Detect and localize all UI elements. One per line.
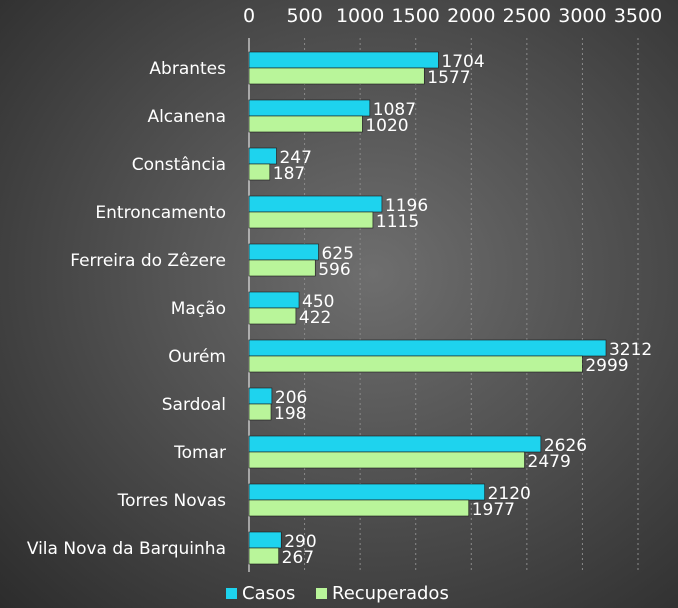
legend-swatch-casos bbox=[226, 588, 237, 599]
bar-recuperados bbox=[248, 307, 297, 325]
data-label-casos: 1704 bbox=[441, 52, 484, 72]
legend-label-casos: Casos bbox=[242, 583, 295, 604]
category-label: Alcanena bbox=[147, 107, 226, 127]
bar-recuperados bbox=[248, 355, 583, 373]
grid-lines bbox=[248, 38, 639, 572]
bar-casos bbox=[248, 339, 607, 357]
bar-casos bbox=[248, 435, 542, 453]
data-label-casos: 450 bbox=[302, 292, 334, 312]
bar-casos bbox=[248, 243, 319, 261]
bar-casos bbox=[248, 483, 485, 501]
data-label-casos: 2120 bbox=[488, 484, 531, 504]
x-tick-label: 1000 bbox=[336, 5, 384, 27]
category-label: Sardoal bbox=[162, 395, 226, 415]
bar-recuperados bbox=[248, 67, 425, 85]
bar-casos bbox=[248, 147, 277, 165]
legend-label-recuperados: Recuperados bbox=[332, 583, 449, 604]
bar-casos bbox=[248, 291, 300, 309]
bar-casos bbox=[248, 387, 273, 405]
data-label-recuperados: 1577 bbox=[427, 68, 470, 88]
category-label: Entroncamento bbox=[95, 203, 226, 223]
data-label-recuperados: 1115 bbox=[376, 212, 419, 232]
data-label-casos: 1196 bbox=[385, 196, 428, 216]
category-label: Mação bbox=[171, 299, 226, 319]
bar-recuperados bbox=[248, 499, 470, 517]
data-label-casos: 3212 bbox=[609, 340, 652, 360]
bars bbox=[248, 51, 607, 565]
legend: Casos Recuperados bbox=[226, 583, 449, 604]
data-label-casos: 625 bbox=[321, 244, 353, 264]
category-label: Vila Nova da Barquinha bbox=[27, 539, 226, 559]
x-tick-label: 2500 bbox=[503, 5, 551, 27]
data-label-casos: 206 bbox=[275, 388, 307, 408]
bar-casos bbox=[248, 195, 383, 213]
x-tick-label: 0 bbox=[243, 5, 255, 27]
category-label: Constância bbox=[132, 155, 226, 175]
data-label-recuperados: 422 bbox=[299, 308, 331, 328]
x-tick-label: 3000 bbox=[558, 5, 606, 27]
category-label: Tomar bbox=[173, 443, 226, 463]
bar-recuperados bbox=[248, 403, 272, 421]
data-label-casos: 290 bbox=[284, 532, 316, 552]
x-tick-label: 500 bbox=[286, 5, 322, 27]
data-label-recuperados: 1977 bbox=[472, 500, 515, 520]
x-tick-label: 3500 bbox=[614, 5, 662, 27]
data-label-recuperados: 198 bbox=[274, 404, 306, 424]
bar-casos bbox=[248, 531, 282, 549]
category-label: Abrantes bbox=[149, 59, 226, 79]
bar-recuperados bbox=[248, 115, 363, 133]
category-label: Ourém bbox=[168, 347, 226, 367]
bar-recuperados bbox=[248, 451, 525, 469]
data-label-recuperados: 2479 bbox=[528, 452, 571, 472]
bar-recuperados bbox=[248, 259, 316, 277]
bar-casos bbox=[248, 99, 371, 117]
x-axis-ticks: 0 500 1000 1500 2000 2500 3000 3500 bbox=[243, 5, 662, 27]
x-tick-label: 2000 bbox=[447, 5, 495, 27]
bar-recuperados bbox=[248, 163, 271, 181]
x-tick-label: 1500 bbox=[392, 5, 440, 27]
data-label-casos: 2626 bbox=[544, 436, 587, 456]
bar-recuperados bbox=[248, 211, 374, 229]
data-label-recuperados: 2999 bbox=[585, 356, 628, 376]
data-label-recuperados: 267 bbox=[282, 548, 314, 568]
bar-casos bbox=[248, 51, 439, 69]
data-label-recuperados: 1020 bbox=[365, 116, 408, 136]
bar-recuperados bbox=[248, 547, 279, 565]
category-label: Ferreira do Zêzere bbox=[70, 251, 226, 271]
legend-swatch-recuperados bbox=[316, 588, 327, 599]
category-label: Torres Novas bbox=[117, 491, 227, 511]
category-labels: Abrantes Alcanena Constância Entroncamento F… bbox=[27, 59, 226, 559]
data-label-casos: 247 bbox=[279, 148, 311, 168]
data-label-casos: 1087 bbox=[373, 100, 416, 120]
data-label-recuperados: 596 bbox=[318, 260, 350, 280]
data-label-recuperados: 187 bbox=[273, 164, 305, 184]
